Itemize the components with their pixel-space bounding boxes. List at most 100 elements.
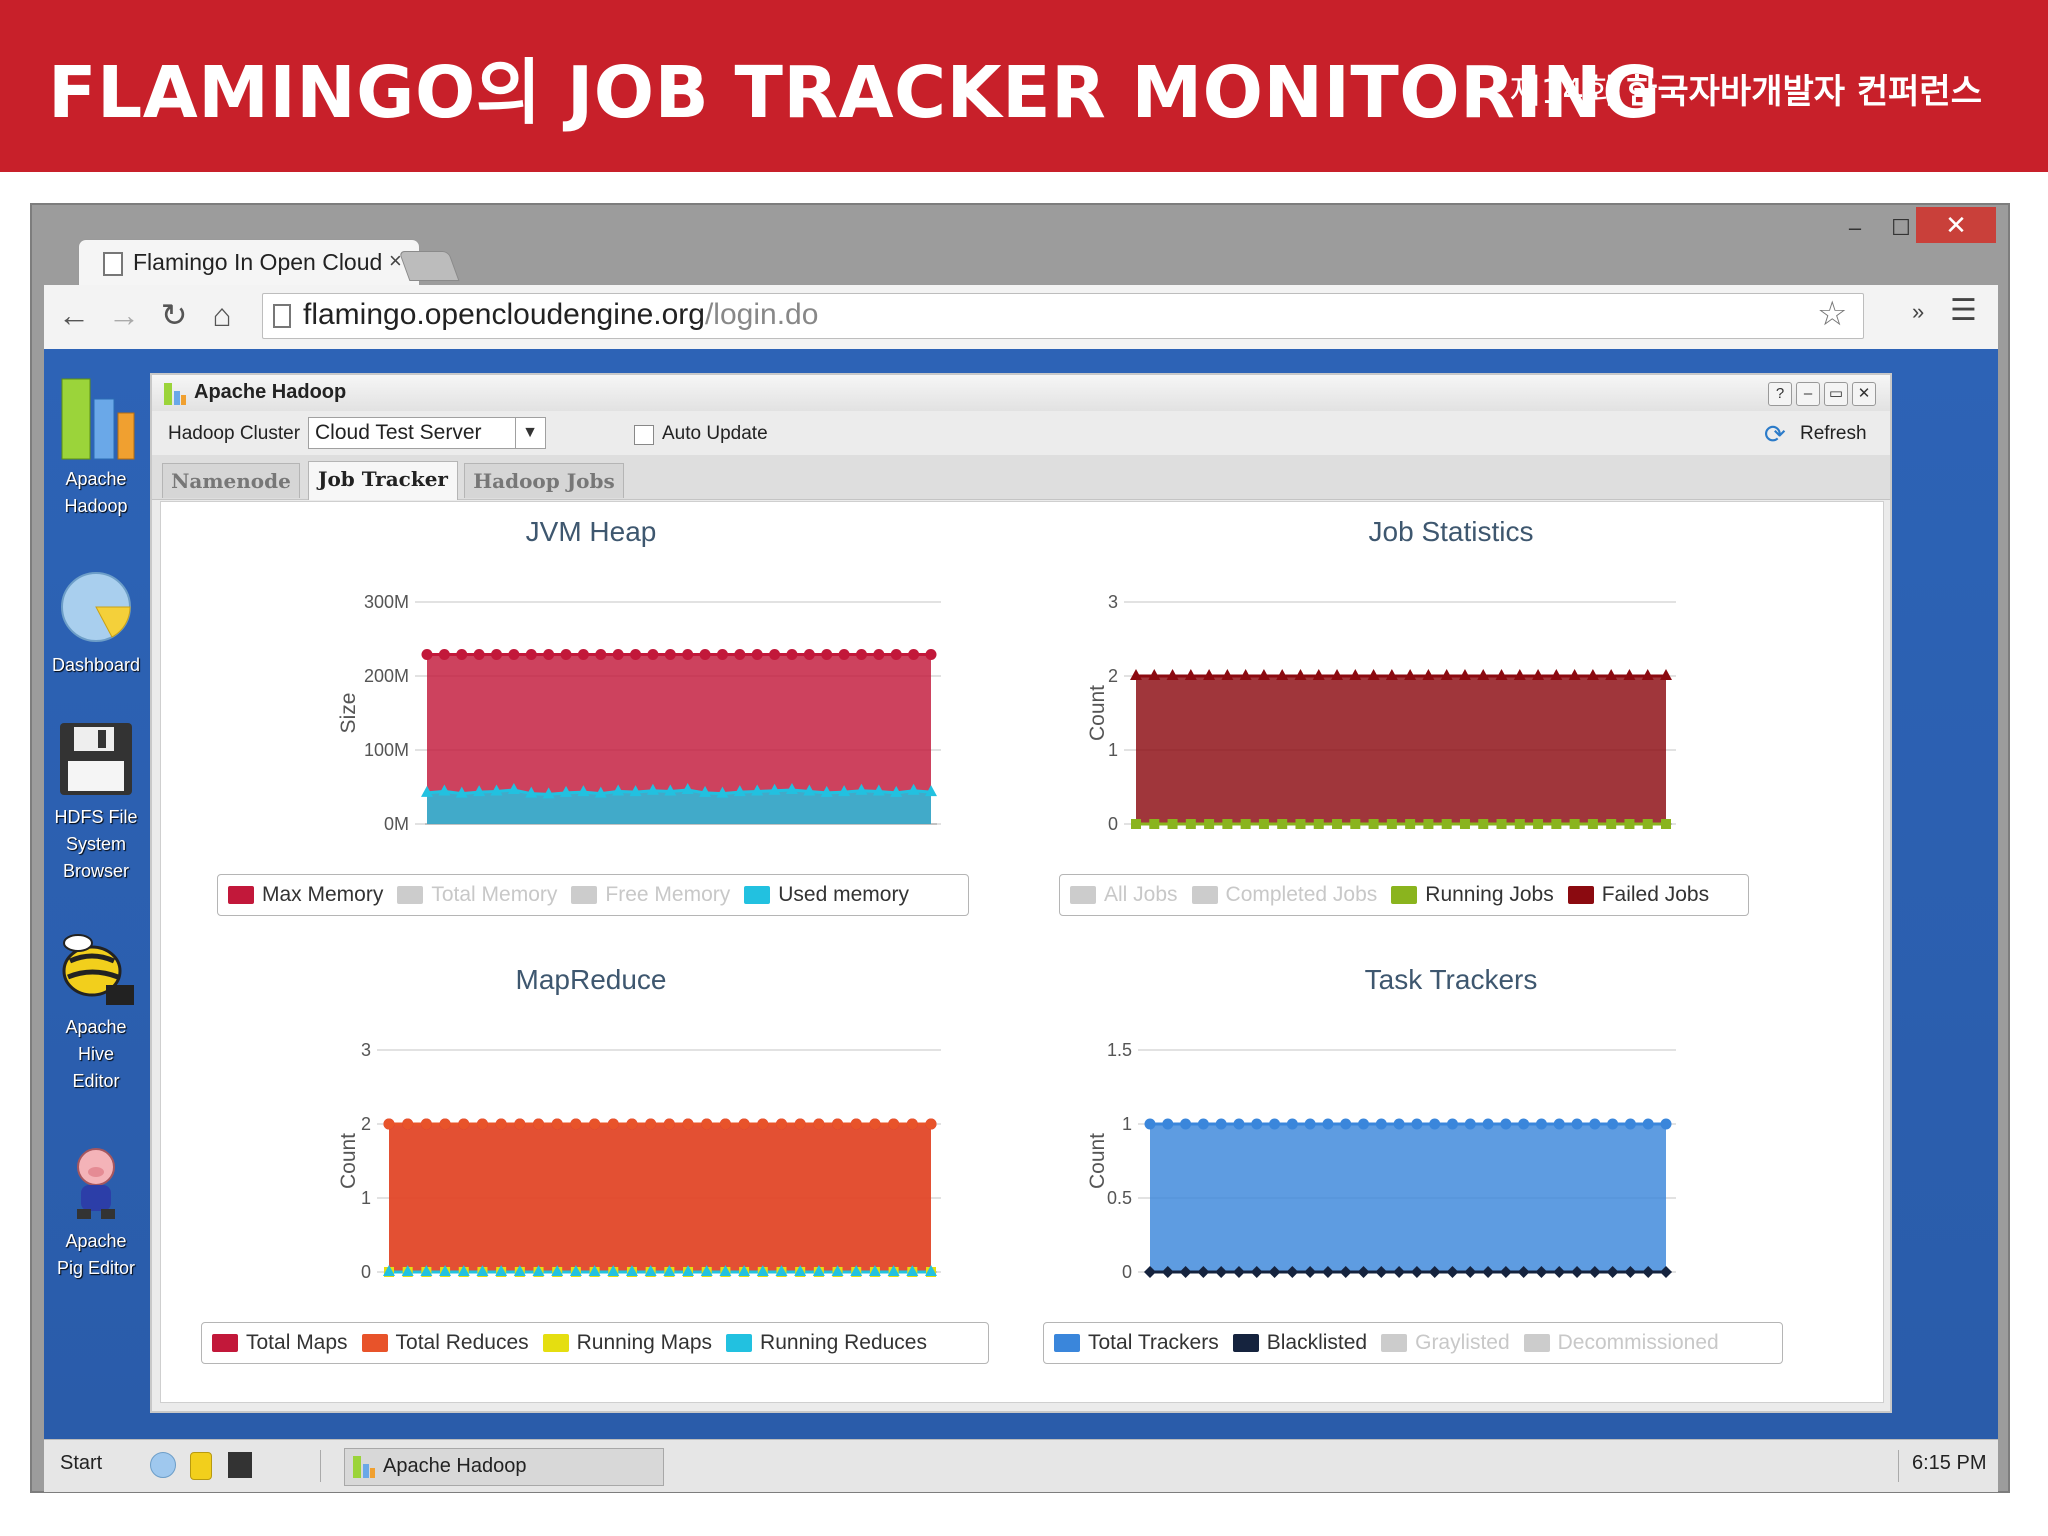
tab-job-tracker[interactable]: Job Tracker — [308, 461, 458, 500]
chart-title: JVM Heap — [525, 516, 657, 547]
desktop-icon-hdfs[interactable]: HDFS File System Browser — [52, 719, 140, 885]
browser-menu-icon[interactable]: ☰ — [1950, 294, 1977, 327]
forward-arrow-icon[interactable]: → — [108, 297, 140, 333]
point-used-memory — [716, 786, 729, 798]
bookmark-star-icon[interactable]: ☆ — [1817, 295, 1848, 333]
legend-label: Running Maps — [576, 1331, 713, 1354]
legend-item-max-memory[interactable]: Max Memory — [228, 883, 383, 907]
desktop-icon-pig[interactable]: Apache Pig Editor — [52, 1145, 140, 1282]
point-blacklisted — [1642, 1266, 1655, 1278]
legend-item-free-memory[interactable]: Free Memory — [571, 883, 730, 907]
legend-item-blacklisted[interactable]: Blacklisted — [1232, 1331, 1367, 1355]
legend-swatch — [744, 886, 771, 904]
legend-item-completed-jobs[interactable]: Completed Jobs — [1191, 883, 1377, 907]
point-running-reduces — [868, 1265, 881, 1276]
point-max-memory — [525, 649, 537, 661]
point-running-reduces — [925, 1265, 937, 1276]
legend-item-decommissioned[interactable]: Decommissioned — [1523, 1331, 1719, 1355]
hadoop-chart-icon — [61, 378, 135, 460]
help-button[interactable]: ? — [1768, 382, 1792, 406]
desktop-icon-dashboard[interactable]: Dashboard — [52, 567, 140, 679]
minimize-app-button[interactable]: – — [1796, 382, 1820, 406]
url-text[interactable]: flamingo.opencloudengine.org/login.do — [303, 298, 818, 332]
y-tick-label: 2 — [1108, 666, 1118, 686]
chart-legend: Total Trackers Blacklisted Graylisted Decom… — [1043, 1322, 1783, 1364]
point-total-reduces — [719, 1118, 731, 1130]
reload-icon[interactable]: ↻ — [160, 297, 188, 333]
area-failed-jobs — [1136, 676, 1666, 824]
point-blacklisted — [1624, 1266, 1637, 1278]
browser-tab[interactable]: Flamingo In Open Cloud × — [78, 239, 420, 286]
point-running-jobs — [1587, 819, 1598, 829]
legend-item-failed-jobs[interactable]: Failed Jobs — [1567, 883, 1709, 907]
close-app-button[interactable]: ✕ — [1852, 382, 1876, 406]
back-arrow-icon[interactable]: ← — [58, 297, 90, 333]
hive-quicklaunch-icon[interactable] — [190, 1452, 212, 1480]
legend-item-running-jobs[interactable]: Running Jobs — [1391, 883, 1554, 907]
point-used-memory — [525, 786, 538, 798]
point-total-reduces — [458, 1118, 470, 1130]
taskbar-app-button[interactable]: Apache Hadoop — [344, 1448, 664, 1486]
close-window-button[interactable]: ✕ — [1916, 207, 1996, 243]
point-total-trackers — [1500, 1118, 1512, 1130]
legend-item-used-memory[interactable]: Used memory — [744, 883, 909, 907]
refresh-button[interactable]: Refresh — [1800, 423, 1867, 444]
point-failed-jobs — [1385, 669, 1398, 680]
floppy-quicklaunch-icon[interactable] — [228, 1452, 252, 1478]
point-running-reduces — [738, 1265, 751, 1276]
dashboard-quicklaunch-icon[interactable] — [150, 1452, 176, 1478]
point-blacklisted — [1375, 1266, 1388, 1278]
conference-number: 제14회 — [1509, 72, 1616, 112]
tab-title: Flamingo In Open Cloud — [133, 249, 383, 275]
maximize-app-button[interactable]: ▭ — [1824, 382, 1848, 406]
tab-hadoop-jobs[interactable]: Hadoop Jobs — [464, 463, 624, 498]
cluster-select[interactable]: Cloud Test Server ▼ — [308, 417, 546, 449]
point-max-memory — [630, 649, 642, 661]
point-running-reduces — [625, 1265, 638, 1276]
minimize-button[interactable]: – — [1848, 215, 1862, 240]
chevron-down-icon[interactable]: ▼ — [515, 418, 544, 448]
point-running-reduces — [682, 1265, 695, 1276]
point-max-memory — [491, 649, 503, 661]
extensions-overflow-icon[interactable]: » — [1912, 299, 1925, 324]
y-tick-label: 1 — [1122, 1114, 1132, 1134]
point-running-jobs — [1496, 819, 1507, 829]
point-running-reduces — [513, 1265, 526, 1276]
point-max-memory — [577, 649, 589, 661]
point-failed-jobs — [1422, 669, 1435, 680]
legend-item-running-reduces[interactable]: Running Reduces — [726, 1331, 927, 1355]
legend-swatch — [1391, 886, 1418, 904]
legend-item-total-reduces[interactable]: Total Reduces — [361, 1331, 529, 1355]
desktop-icon-hadoop[interactable]: Apache Hadoop — [52, 375, 140, 520]
y-axis-label: Size — [337, 693, 360, 734]
point-failed-jobs — [1349, 669, 1362, 680]
legend-item-running-maps[interactable]: Running Maps — [542, 1331, 713, 1355]
point-max-memory — [543, 649, 555, 661]
legend-item-total-memory[interactable]: Total Memory — [397, 883, 557, 907]
tab-namenode[interactable]: Namenode — [162, 463, 300, 498]
refresh-icon[interactable]: ⟳ — [1764, 419, 1786, 449]
address-bar[interactable]: flamingo.opencloudengine.org/login.do ☆ — [262, 293, 1864, 339]
point-running-reduces — [532, 1265, 545, 1276]
desktop-icon-hive[interactable]: Apache Hive Editor — [52, 931, 140, 1095]
taskbar-divider — [1898, 1450, 1899, 1482]
home-icon[interactable]: ⌂ — [212, 297, 232, 333]
point-running-reduces — [663, 1265, 676, 1276]
point-total-reduces — [869, 1118, 881, 1130]
point-total-reduces — [626, 1118, 638, 1130]
legend-item-graylisted[interactable]: Graylisted — [1381, 1331, 1510, 1355]
legend-item-total-maps[interactable]: Total Maps — [212, 1331, 348, 1355]
point-running-jobs — [1533, 819, 1544, 829]
app-titlebar[interactable]: Apache Hadoop ? – ▭ ✕ — [152, 375, 1890, 412]
point-total-reduces — [607, 1118, 619, 1130]
new-tab-button[interactable] — [398, 251, 460, 281]
tab-close-icon[interactable]: × — [389, 248, 402, 273]
legend-item-all-jobs[interactable]: All Jobs — [1070, 883, 1178, 907]
legend-item-total-trackers[interactable]: Total Trackers — [1054, 1331, 1219, 1355]
point-blacklisted — [1535, 1266, 1548, 1278]
auto-update-checkbox[interactable] — [634, 425, 654, 445]
point-blacklisted — [1482, 1266, 1495, 1278]
start-button[interactable]: Start — [60, 1452, 103, 1474]
point-failed-jobs — [1513, 669, 1526, 680]
maximize-button[interactable]: ☐ — [1891, 215, 1911, 240]
